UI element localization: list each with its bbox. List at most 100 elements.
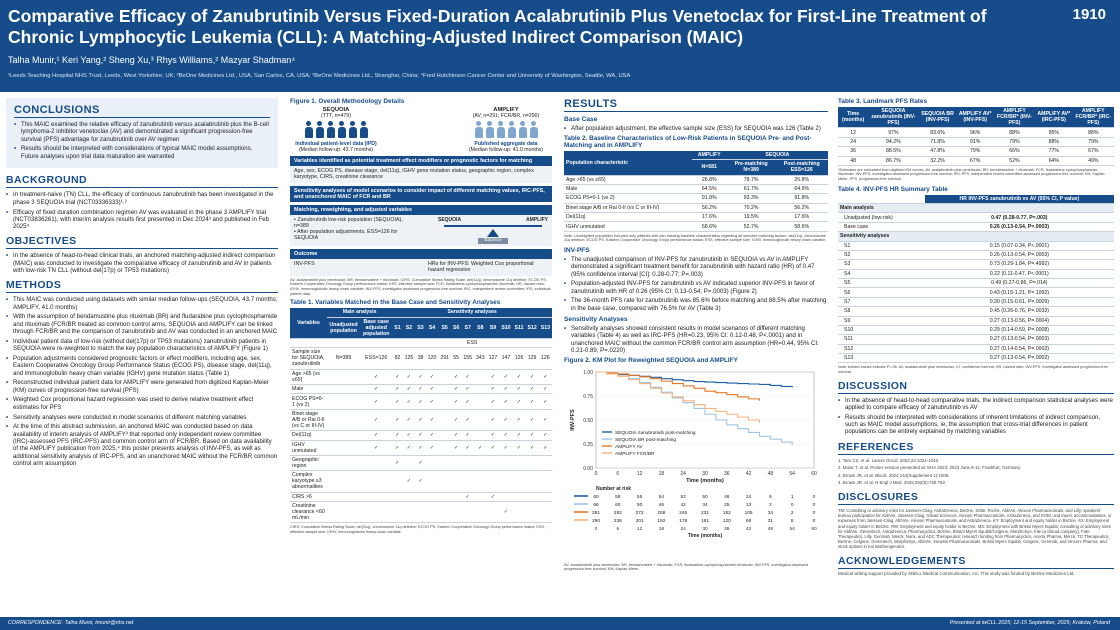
t1-cell: ✓ <box>360 440 393 456</box>
t4-row-value: 0.15 (0.07-0.34, P<.0001) <box>924 241 1114 251</box>
t1-cell: ✓ <box>450 430 462 441</box>
t1-cell <box>326 384 361 395</box>
at-risk-value: 24 <box>746 494 752 500</box>
t1-cell <box>512 492 526 503</box>
at-risk-value: 290 <box>592 518 600 524</box>
t1-cell: ✓ <box>392 430 403 441</box>
t1-cell: ✓ <box>486 430 500 441</box>
t1-cell: ✓ <box>392 409 403 432</box>
table-row: S3 0.73 (0.29-1.84, P=.4992) <box>838 259 1114 270</box>
t1-cell: ✓ <box>525 409 539 432</box>
t1-cell <box>461 501 474 524</box>
background-item: Efficacy of fixed duration combination r… <box>6 209 278 231</box>
t1-cell: ✓ <box>461 492 474 503</box>
t3-col: AMPLIFY FCR/BR* (IRC-PFS) <box>1072 107 1114 129</box>
t1-col-scenario: S11 <box>512 317 526 339</box>
t2-col-seq: SEQUOIA <box>726 150 828 161</box>
t1-col-scenario: S5 <box>438 317 451 339</box>
invpfs-item: Population-adjusted INV-PFS for zanubrut… <box>564 280 828 295</box>
km-series-line <box>596 371 761 423</box>
reference-item: 4. Brown JR, et al. N Engl J Med. 2025;3… <box>838 480 947 486</box>
t3-cell: 66% <box>993 146 1036 157</box>
t1-cell: ✓ <box>360 369 393 386</box>
discussion-heading: DISCUSSION <box>838 380 1114 394</box>
t4-row-label: S3 <box>838 259 925 270</box>
at-risk-x-tick: 24 <box>681 526 687 532</box>
t1-cell <box>512 455 526 472</box>
correspondence: CORRESPONDENCE: Talha Munir, tmunir@nhs.… <box>8 620 134 626</box>
t3-cell: 71.8% <box>918 137 957 148</box>
t1-cell: 82 <box>392 347 403 370</box>
at-risk-value: 60 <box>615 502 621 508</box>
t3-cell: 79% <box>956 146 994 157</box>
at-risk-value: 231 <box>701 510 709 516</box>
column-right: Table 3. Landmark PFS Rates Time (months… <box>838 98 1114 614</box>
t2-cell: 78.7% <box>726 175 776 185</box>
at-risk-value: 291 <box>592 510 600 516</box>
table1-title: Table 1. Variables Matched in the Base C… <box>290 299 501 307</box>
t1-cell <box>474 430 487 441</box>
results-heading: RESULTS <box>564 98 828 112</box>
t4-group-label: Sensitivity analyses <box>838 231 1114 242</box>
t1-cell <box>326 409 361 432</box>
t1-cell <box>326 430 361 441</box>
at-risk-value: 1 <box>791 494 794 500</box>
t1-cell: ✓ <box>415 470 426 493</box>
discussion-item: Results should be interpreted with consi… <box>838 414 1114 436</box>
t1-cell <box>438 430 451 441</box>
table-row: ESS <box>290 338 552 349</box>
base-case-item: After population adjustment, the effecti… <box>564 125 828 133</box>
poster-title: Comparative Efficacy of Zanubrutinib Ver… <box>8 6 987 47</box>
t1-col-scenario: S13 <box>538 317 552 339</box>
t1-cell <box>486 455 500 472</box>
legend-label: AMPLIFY FCR/BR <box>615 451 655 457</box>
t1-ess-label: ESS <box>392 338 552 349</box>
t1-cell: 147 <box>499 347 513 370</box>
t1-col-scenario: S1 <box>392 317 403 339</box>
disclosures-heading: DISCLOSURES <box>838 491 1114 505</box>
table-group-row: Main analysis <box>838 203 1114 214</box>
t1-head-main: Main analysis <box>326 308 393 318</box>
t1-cell: ✓ <box>415 384 426 395</box>
t1-cell <box>392 501 403 524</box>
x-tick-label: 54 <box>789 471 795 477</box>
table-row: Male ✓ ✓ ✓ ✓ ✓ ✓ ✓ ✓ ✓ ✓ ✓ ✓ <box>290 384 552 395</box>
affiliations: ¹Leeds Teaching Hospital NHS Trust, Leed… <box>8 73 631 79</box>
y-tick-label: 0.25 <box>583 442 593 448</box>
t1-cell: ✓ <box>415 393 426 410</box>
t2-cell: 52.7% <box>726 221 776 232</box>
t3-cell: 97% <box>868 127 919 138</box>
t1-cell: ✓ <box>525 440 539 456</box>
t1-cell <box>474 501 487 524</box>
t4-row-value: 0.30 (0.15-0.61, P=.0009) <box>924 297 1114 308</box>
t1-col-scenario: S6 <box>450 317 462 339</box>
t1-cell: ✓ <box>499 369 513 386</box>
table3-title: Table 3. Landmark PFS Rates <box>838 98 928 105</box>
methods-item: At the time of this abstract submission,… <box>6 423 278 467</box>
t1-cell <box>461 455 474 472</box>
legend-label: SEQUOIA BR post-matching <box>615 437 676 443</box>
t4-row-value: 0.27 (0.14-0.54, P=.0002) <box>924 344 1114 355</box>
t1-row-label: Geographic region <box>290 455 327 472</box>
t1-cell: ✓ <box>538 430 552 441</box>
table4-note: Note: bolded values indicate P<.05. AV, … <box>838 365 1108 374</box>
t3-col: AMPLIFY AV* (IRC-PFS) <box>1035 107 1073 129</box>
t3-cell: 96% <box>956 127 994 138</box>
table-row: 48 86.7% 32.2% 67% 52% 64% 49% <box>838 156 1114 166</box>
base-case-head: Base Case <box>564 116 598 123</box>
t1-row-label: ECOG PS=0-1 (vs 2) <box>290 393 327 410</box>
t1-cell: ✓ <box>525 369 539 386</box>
flow-outcome-head: Outcome <box>290 249 552 260</box>
t2-cell: 56.2% <box>691 203 727 214</box>
km-plot: 0.000.250.500.751.000 6 12 18 24 30 36 42 48 54 60… <box>570 370 817 539</box>
table-group-row: Sensitivity analyses <box>838 231 1114 242</box>
scale-left-label: SEQUOIA <box>438 216 462 223</box>
t1-cell: ✓ <box>392 384 403 395</box>
t1-cell: ✓ <box>538 369 552 386</box>
at-risk-value: 6 <box>769 494 772 500</box>
table-row: S1 0.15 (0.07-0.34, P<.0001) <box>838 241 1114 251</box>
t1-cell: ✓ <box>360 430 393 441</box>
t1-cell <box>499 455 513 472</box>
t3-cell: 32.2% <box>918 156 957 166</box>
t4-row-label: S1 <box>838 241 925 251</box>
